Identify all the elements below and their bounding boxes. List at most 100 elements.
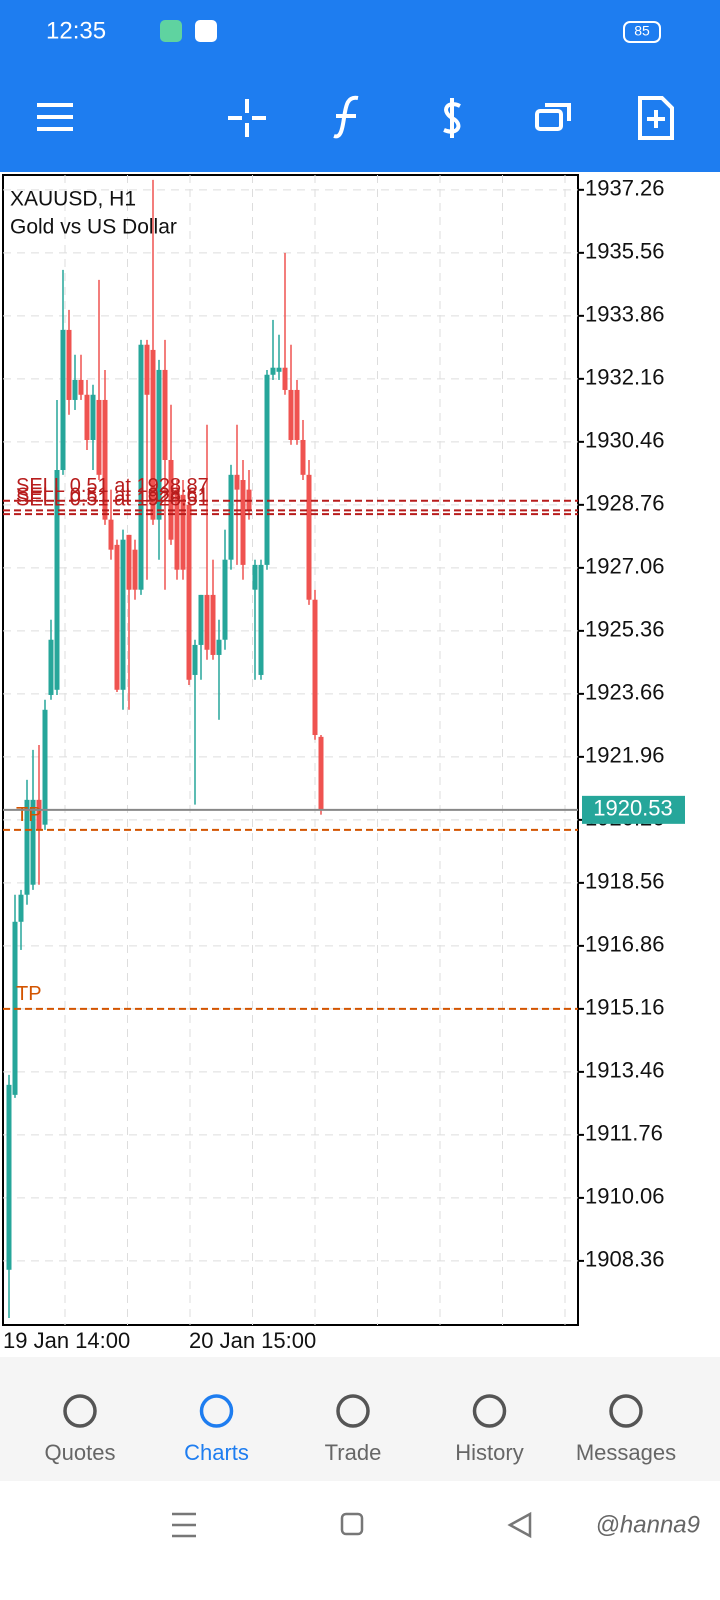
y-tick-label: 1915.16 <box>585 995 665 1020</box>
system-nav <box>172 1511 532 1539</box>
y-tick-label: 1913.46 <box>585 1058 665 1083</box>
candle-body <box>132 549 138 590</box>
level-label: SELL 0.51 at 1928.87 <box>16 475 209 497</box>
y-tick-label: 1921.96 <box>585 743 665 768</box>
level-label: SELL 0.51 at 1928.61 <box>16 485 209 507</box>
tab-icon <box>472 1394 507 1428</box>
status-time: 12:35 <box>46 17 106 44</box>
y-tick-label: 1930.46 <box>585 428 665 453</box>
candle-body <box>252 564 258 590</box>
level-label: TP <box>16 983 42 1005</box>
candle-body <box>120 539 126 690</box>
candle-body <box>66 329 72 400</box>
battery <box>623 21 661 43</box>
candle-body <box>270 367 276 375</box>
nav-menu[interactable] <box>172 1512 196 1538</box>
windows-button[interactable] <box>535 103 571 131</box>
candle-body <box>318 736 324 810</box>
candle-body <box>294 389 300 440</box>
y-tick-label: 1932.16 <box>585 365 665 390</box>
candle-body <box>258 564 264 675</box>
candle-body <box>156 369 162 520</box>
y-tick-label: 1910.06 <box>585 1184 665 1209</box>
candle-body <box>36 799 42 830</box>
candle-body <box>42 709 48 825</box>
chart-title: XAUUSD, H1 <box>10 188 136 211</box>
candle-body <box>48 639 54 695</box>
nav-back[interactable] <box>507 1511 532 1539</box>
candle-body <box>72 379 78 400</box>
candle-body <box>144 344 150 395</box>
candle-body <box>30 799 36 885</box>
tab[interactable]: Quotes <box>45 1394 116 1465</box>
status-icon <box>160 20 182 42</box>
candle-body <box>198 594 204 645</box>
y-tick-label: 1923.66 <box>585 680 665 705</box>
nav-home[interactable] <box>340 1512 364 1536</box>
tab-label: History <box>455 1440 523 1465</box>
candle-body <box>126 534 132 590</box>
y-tick-label: 1916.86 <box>585 932 665 957</box>
tab-bar <box>0 1357 720 1481</box>
candle-body <box>60 329 66 471</box>
candle-body <box>90 394 96 440</box>
candle-body <box>186 504 192 680</box>
y-tick-label: 1927.06 <box>585 554 665 579</box>
y-tick-label: 1908.36 <box>585 1247 665 1272</box>
tab-icon <box>609 1394 643 1428</box>
candle-body <box>192 644 198 675</box>
candle-body <box>222 559 228 640</box>
candle-body <box>234 474 240 490</box>
tab-icon <box>336 1394 370 1428</box>
tab-label: Messages <box>576 1440 676 1465</box>
candle-body <box>246 489 252 510</box>
y-tick-label: 1933.86 <box>585 302 665 327</box>
current-price-box <box>582 795 685 824</box>
candle-body <box>204 594 210 650</box>
candle-body <box>150 349 156 520</box>
candle-body <box>216 639 222 655</box>
status-icon <box>195 20 217 42</box>
level-label: SELL 0.51 at 1928.51 <box>16 488 209 510</box>
toolbar <box>37 95 674 140</box>
tab-icon <box>63 1394 97 1428</box>
candle-body <box>312 599 318 735</box>
y-tick-label: 1911.76 <box>585 1121 663 1146</box>
candle-body <box>306 474 312 600</box>
y-tick-label: 1935.56 <box>585 239 665 264</box>
level-label: TP <box>16 804 42 826</box>
menu-button[interactable] <box>37 103 73 131</box>
candle-body <box>210 594 216 655</box>
crosshair-button[interactable] <box>228 99 266 137</box>
candle-body <box>174 489 180 570</box>
tab[interactable]: Charts <box>184 1394 249 1465</box>
candle-body <box>78 379 84 395</box>
chart: 1937.26 1935.56 1933.86 1932.16 1930.46 1928.… <box>2 174 665 1326</box>
candle-body <box>282 367 288 390</box>
candle-body <box>138 344 144 590</box>
candle-body <box>276 367 282 372</box>
tab-label: Quotes <box>45 1440 116 1465</box>
tab[interactable]: Messages <box>576 1394 676 1465</box>
tab[interactable]: History <box>455 1394 524 1465</box>
candle-body <box>162 369 168 460</box>
y-tick-label: 1928.76 <box>585 491 665 516</box>
app-bar <box>0 0 720 172</box>
candle-body <box>18 894 24 922</box>
candle-body <box>180 494 186 570</box>
tab-label: Trade <box>325 1440 382 1465</box>
trade-button[interactable] <box>443 98 461 138</box>
tab[interactable]: Trade <box>325 1394 382 1465</box>
tab-label: Charts <box>184 1440 249 1465</box>
candle-body <box>108 519 114 550</box>
candle-body <box>102 399 108 520</box>
y-tick-label: 1918.56 <box>585 869 665 894</box>
chart-subtitle: Gold vs US Dollar <box>10 216 177 239</box>
indicators-button[interactable] <box>333 95 359 139</box>
candle-body <box>288 389 294 440</box>
y-tick-label: 1925.36 <box>585 617 665 642</box>
new-order-button[interactable] <box>638 96 674 140</box>
